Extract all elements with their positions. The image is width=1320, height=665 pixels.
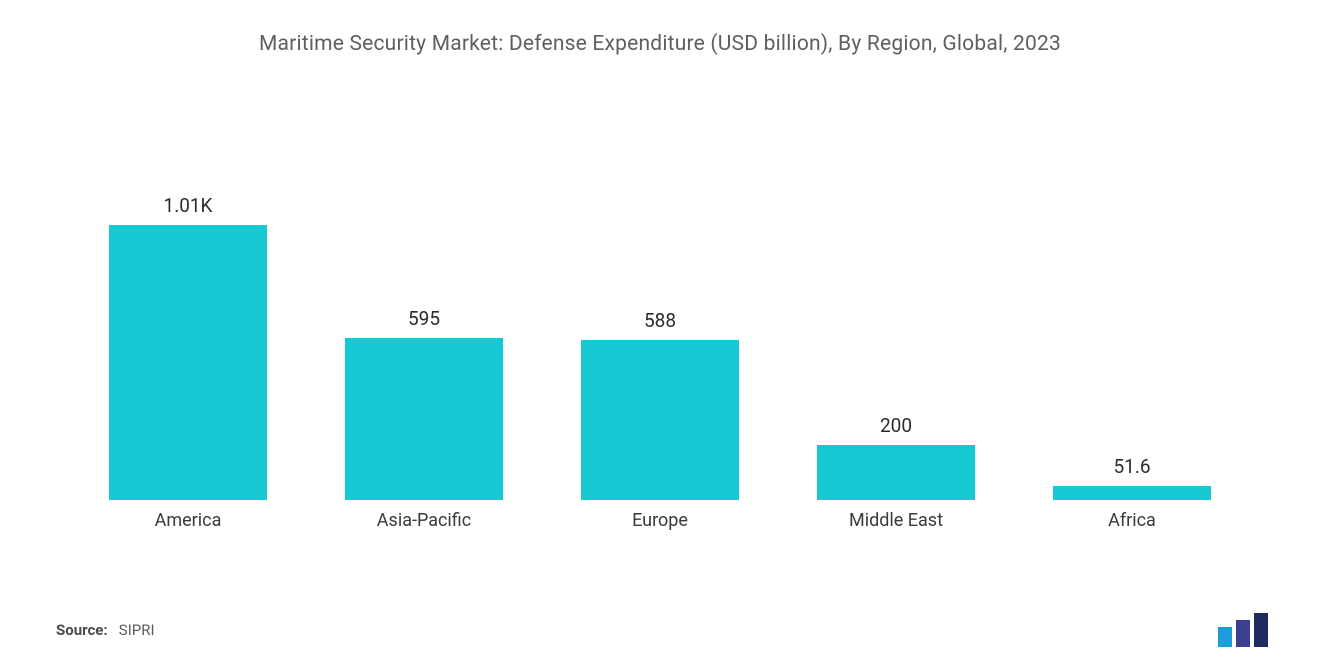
- bar-value-label: 200: [880, 414, 912, 437]
- bar-slot: 588 Europe: [542, 130, 778, 500]
- bar-value-label: 588: [644, 309, 676, 332]
- bar-slot: 595 Asia-Pacific: [306, 130, 542, 500]
- category-label: America: [155, 510, 222, 531]
- bar-value-label: 51.6: [1113, 455, 1150, 478]
- chart-container: Maritime Security Market: Defense Expend…: [0, 0, 1320, 665]
- source-text: SIPRI: [119, 621, 155, 639]
- chart-title: Maritime Security Market: Defense Expend…: [56, 32, 1264, 56]
- bar: [581, 340, 739, 500]
- bar: [109, 225, 267, 500]
- category-label: Africa: [1108, 510, 1156, 531]
- source-line: Source: SIPRI: [56, 621, 155, 639]
- bar: [817, 445, 975, 500]
- category-label: Asia-Pacific: [377, 510, 471, 531]
- category-label: Europe: [632, 510, 688, 531]
- bar: [345, 338, 503, 500]
- source-label: Source:: [56, 621, 108, 639]
- bar-slot: 200 Middle East: [778, 130, 1014, 500]
- brand-logo-icon: [1218, 613, 1272, 647]
- bar-value-label: 595: [408, 307, 440, 330]
- category-label: Middle East: [849, 510, 943, 531]
- bar-slot: 1.01K America: [70, 130, 306, 500]
- plot-area: 1.01K America 595 Asia-Pacific 588 Europ…: [70, 130, 1250, 500]
- bar-slot: 51.6 Africa: [1014, 130, 1250, 500]
- bar-value-label: 1.01K: [164, 194, 213, 217]
- bar: [1053, 486, 1211, 500]
